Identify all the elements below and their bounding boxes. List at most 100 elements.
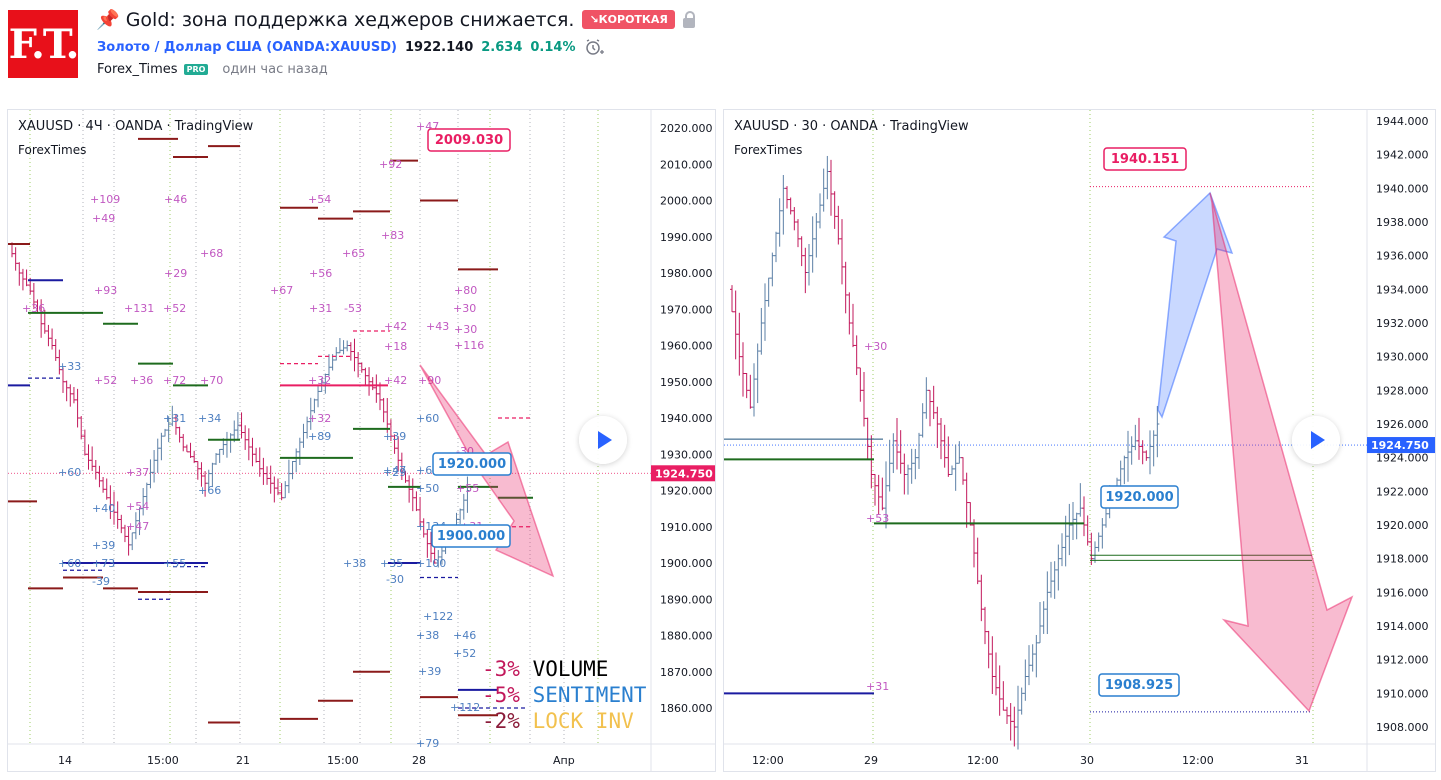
annotation-blue: +33 [58, 360, 81, 373]
annotation-pink: -53 [344, 302, 362, 315]
bullish-arrow [1157, 191, 1234, 419]
annotation-blue: +60 [58, 557, 81, 570]
chart-4h[interactable]: 2020.000 2010.000 2000.000 1990.000 1980.000… [7, 109, 716, 772]
chart-4h-canvas[interactable]: 2020.000 2010.000 2000.000 1990.000 1980.000… [8, 110, 715, 771]
annotation-pink: +65 [342, 247, 365, 260]
annotation-blue: +29 [383, 466, 406, 479]
price-axis-label: 1990.000 [660, 231, 713, 244]
annotation-pink: +72 [163, 374, 186, 387]
annotation-pink: +30 [454, 323, 477, 336]
annotation-blue: -30 [386, 573, 404, 586]
price-axis-label: 1980.000 [660, 267, 713, 280]
legend-volume: -3% VOLUME [482, 656, 646, 682]
price-axis-label: 1870.000 [660, 666, 713, 679]
price-axis-label: 1890.000 [660, 593, 713, 606]
annotation-pink: +32 [308, 412, 331, 425]
legend-sentiment-pct: -5% [482, 683, 520, 707]
callout-1940-text: 1940.151 [1111, 152, 1179, 167]
annotation-blue: +60 [58, 466, 81, 479]
annotation-pink: +54 [308, 193, 331, 206]
chart-4h-subtitle: ForexTimes [18, 143, 87, 157]
symbol-row: Золото / Доллар США (OANDA:XAUUSD) 1922.… [97, 38, 604, 56]
publish-time: один час назад [222, 62, 328, 77]
legend-sentiment-label: SENTIMENT [532, 683, 647, 707]
annotation-blue: +6 [416, 464, 432, 477]
callout-2009-text: 2009.030 [435, 133, 503, 148]
time-axis-label: 30 [1080, 754, 1094, 767]
symbol-link[interactable]: Золото / Доллар США (OANDA:XAUUSD) [97, 39, 397, 55]
price-axis-label: 1940.000 [1376, 182, 1429, 195]
annotation-pink: +30 [453, 302, 476, 315]
annotation-pink: +80 [454, 284, 477, 297]
annotation-pink: +90 [418, 374, 441, 387]
price-axis-label: 1910.000 [1376, 687, 1429, 700]
price-axis-label: 1900.000 [660, 557, 713, 570]
price-axis-label: 1960.000 [660, 340, 713, 353]
time-axis-label: 14 [58, 754, 72, 767]
annotation-pink: +70 [200, 374, 223, 387]
callout-1908-text: 1908.925 [1105, 678, 1173, 693]
forex-times-logo[interactable]: F.T. [8, 10, 79, 78]
price-axis-label: 1914.000 [1376, 620, 1429, 633]
play-button-30m[interactable] [1292, 416, 1340, 464]
annotation-pink: +46 [164, 193, 187, 206]
time-axis-label: 12:00 [967, 754, 999, 767]
chart-4h-title: XAUUSD · 4Ч · OANDA · TradingView [18, 119, 254, 134]
price-axis-label: 1860.000 [660, 702, 713, 715]
current-price-text: 1924.750 [1371, 439, 1429, 452]
idea-title: 📌 Gold: зона поддержка хеджеров снижаетс… [96, 9, 575, 31]
symbol-change-pct: 0.14% [530, 39, 576, 55]
chart-30m-canvas[interactable]: 1944.000 1942.000 1940.000 1938.000 1936.000… [724, 110, 1435, 771]
price-axis-label: 1916.000 [1376, 586, 1429, 599]
annotation-pink: +29 [164, 267, 187, 280]
annotation-blue: +100 [416, 557, 446, 570]
time-axis-label: 12:00 [1182, 754, 1214, 767]
current-price-tag [1367, 437, 1435, 454]
annotation-pink: +92 [379, 158, 402, 171]
annotation-pink: +131 [124, 302, 154, 315]
author-name[interactable]: Forex_Times [97, 62, 178, 77]
annotation-pink: +47 [126, 520, 149, 533]
price-axis-label: 1910.000 [660, 521, 713, 534]
callout-1920-text: 1920.000 [1105, 490, 1173, 505]
play-button-4h[interactable] [579, 416, 627, 464]
annotation-blue: +112 [450, 701, 480, 714]
annotation-blue: +39 [92, 539, 115, 552]
legend-volume-label: VOLUME [532, 657, 609, 681]
symbol-price: 1922.140 [405, 39, 474, 55]
alarm-clock-icon[interactable] [584, 38, 604, 56]
price-axis-label: 1920.000 [1376, 519, 1429, 532]
price-axis-label: 1942.000 [1376, 149, 1429, 162]
annotation-blue: -39 [92, 575, 110, 588]
annotation-blue: +39 [383, 430, 406, 443]
time-axis-label: Апр [553, 754, 575, 767]
annotation: +31 [866, 680, 889, 693]
price-axis-label: 1934.000 [1376, 283, 1429, 296]
price-axis-label: 1940.000 [660, 412, 713, 425]
annotation-blue: +73 [92, 557, 115, 570]
annotation-pink: +55 [456, 482, 479, 495]
annotation-pink: +83 [381, 229, 404, 242]
annotation-blue: +89 [308, 430, 331, 443]
chart-30m[interactable]: 1944.000 1942.000 1940.000 1938.000 1936.000… [723, 109, 1436, 772]
short-badge: ↘КОРОТКАЯ [582, 10, 675, 29]
annotation-blue: +39 [418, 665, 441, 678]
annotation-blue: +122 [423, 610, 453, 623]
bearish-arrow [1209, 192, 1354, 713]
legend-lockinv-pct: -2% [482, 709, 520, 733]
annotation-pink: +54 [126, 500, 149, 513]
annotation-blue: +40 [92, 502, 115, 515]
annotation-blue: +46 [453, 629, 476, 642]
annotation-blue: +31 [163, 412, 186, 425]
annotation-pink: +18 [384, 340, 407, 353]
callout-1920-text: 1920.000 [438, 457, 506, 472]
price-axis-label: 1944.000 [1376, 115, 1429, 128]
author-row: Forex_Times PRO один час назад [97, 62, 328, 77]
legend-lockinv-label: LOCK INV [532, 709, 634, 733]
time-axis-label: 12:00 [752, 754, 784, 767]
annotation-pink: +52 [163, 302, 186, 315]
lock-icon [682, 10, 695, 28]
price-axis-label: 1926.000 [1376, 418, 1429, 431]
annotation-pink: +52 [94, 374, 117, 387]
time-axis-label: 31 [1295, 754, 1309, 767]
